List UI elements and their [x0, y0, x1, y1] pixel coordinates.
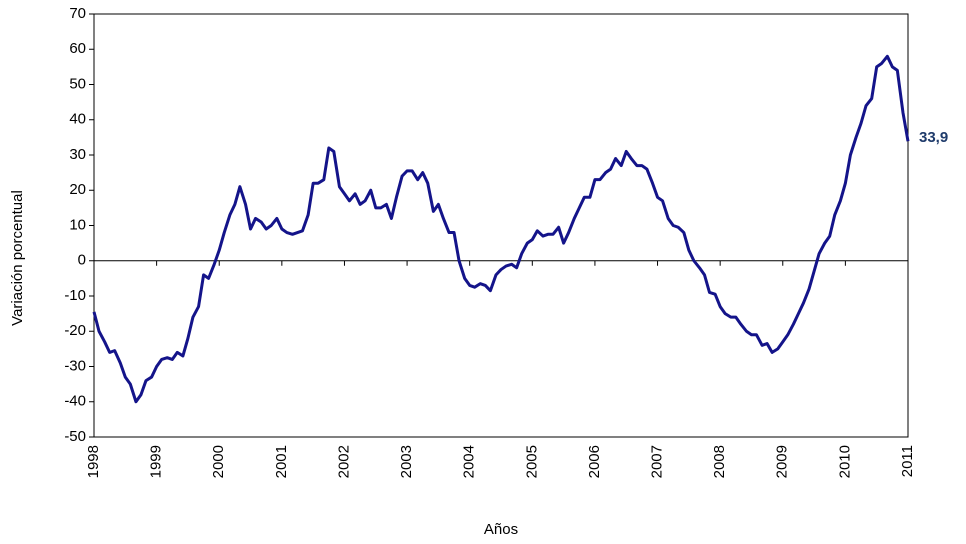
end-value-label: 33,9: [919, 129, 948, 146]
y-tick-label: -50: [64, 428, 86, 445]
x-tick-label: 2010: [836, 445, 853, 478]
y-tick-label: -30: [64, 357, 86, 374]
x-tick-label: 2002: [335, 445, 352, 478]
y-tick-label: 70: [69, 5, 86, 22]
x-tick-label: 2007: [649, 445, 666, 478]
x-tick-label: 1999: [148, 445, 165, 478]
y-tick-label: 50: [69, 75, 86, 92]
y-tick-label: -10: [64, 287, 86, 304]
x-tick-label: 2001: [273, 445, 290, 478]
x-tick-label: 2005: [523, 445, 540, 478]
y-tick-label: 10: [69, 216, 86, 233]
y-tick-label: 40: [69, 111, 86, 128]
y-axis-title: Variación porcentual: [9, 190, 26, 326]
y-tick-label: -40: [64, 393, 86, 410]
y-tick-label: 60: [69, 40, 86, 57]
y-tick-label: 0: [78, 252, 86, 269]
x-tick-label: 2008: [711, 445, 728, 478]
y-tick-label: -20: [64, 322, 86, 339]
y-tick-label: 20: [69, 181, 86, 198]
x-tick-label: 2011: [899, 445, 916, 477]
plot-frame: [93, 13, 909, 438]
data-line: [92, 54, 910, 404]
y-tick-label: 30: [69, 146, 86, 163]
x-tick-label: 1998: [85, 445, 102, 478]
x-tick-label: 2009: [774, 445, 791, 478]
x-tick-label: 2000: [210, 445, 227, 478]
x-tick-label: 2004: [461, 445, 478, 478]
x-tick-label: 2003: [398, 445, 415, 478]
x-tick-label: 2006: [586, 445, 603, 478]
x-axis-title: Años: [484, 521, 518, 538]
